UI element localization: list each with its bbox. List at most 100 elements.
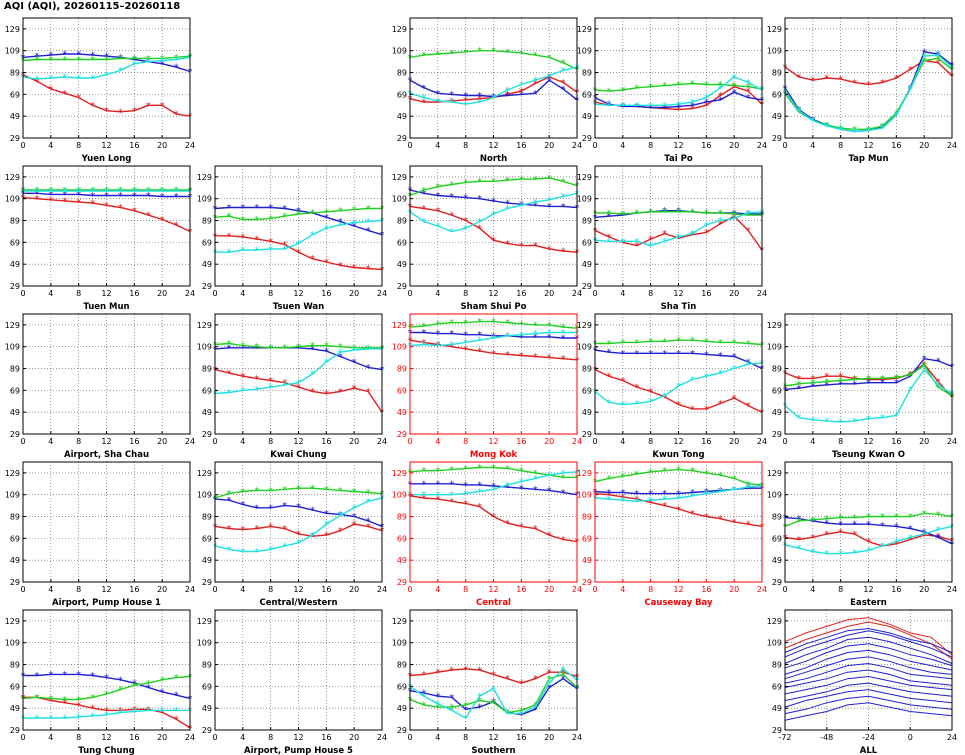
y-tick-label: 29 xyxy=(10,578,20,587)
data-point-marker: * xyxy=(936,51,941,62)
x-tick-label: 8 xyxy=(463,289,468,298)
data-point-marker: * xyxy=(324,509,329,520)
data-point-marker: * xyxy=(824,380,829,391)
x-tick-label: 4 xyxy=(240,585,245,594)
y-tick-label: 129 xyxy=(767,469,782,478)
x-tick-label: 8 xyxy=(463,437,468,446)
data-point-marker: * xyxy=(449,342,454,353)
y-tick-label: 69 xyxy=(397,238,407,247)
y-tick-label: 89 xyxy=(202,217,212,226)
x-tick-label: 4 xyxy=(435,585,440,594)
y-tick-label: 49 xyxy=(10,260,20,269)
data-point-marker: * xyxy=(132,55,137,66)
data-point-marker: * xyxy=(894,512,899,523)
x-tick-label: 0 xyxy=(20,585,25,594)
x-tick-label: 0 xyxy=(407,585,412,594)
x-tick-label: 8 xyxy=(648,585,653,594)
y-tick-label: 89 xyxy=(10,661,20,670)
data-point-marker: * xyxy=(48,696,53,707)
series-line-blue xyxy=(784,675,953,695)
data-point-marker: * xyxy=(310,370,315,381)
data-point-marker: * xyxy=(634,399,639,410)
y-tick-label: 89 xyxy=(582,69,592,78)
series-line-green xyxy=(409,673,578,714)
data-point-marker: * xyxy=(463,100,468,111)
data-point-marker: * xyxy=(547,471,552,482)
data-point-marker: * xyxy=(62,72,67,83)
y-tick-label: 49 xyxy=(772,408,782,417)
data-point-marker: * xyxy=(104,690,109,701)
y-tick-label: 49 xyxy=(397,112,407,121)
data-point-marker: * xyxy=(718,351,723,362)
data-point-marker: * xyxy=(104,70,109,81)
series-line-green xyxy=(784,364,953,397)
data-point-marker: * xyxy=(547,76,552,87)
y-tick-label: 109 xyxy=(197,195,212,204)
data-point-marker: * xyxy=(505,199,510,210)
data-point-marker: * xyxy=(732,518,737,529)
data-point-marker: * xyxy=(463,95,468,106)
data-point-marker: * xyxy=(174,192,179,203)
x-tick-label: 24 xyxy=(377,733,387,742)
data-point-marker: * xyxy=(894,411,899,422)
y-tick-label: 109 xyxy=(197,343,212,352)
data-point-marker: * xyxy=(90,187,95,198)
data-point-marker: * xyxy=(463,330,468,341)
data-point-marker: * xyxy=(435,329,440,340)
x-tick-label: 0 xyxy=(592,289,597,298)
data-point-marker: * xyxy=(160,187,165,198)
data-point-marker: * xyxy=(62,190,67,201)
chart-title-southern: Southern xyxy=(471,746,515,755)
data-point-marker: * xyxy=(908,385,913,396)
x-tick-label: 0 xyxy=(212,733,217,742)
data-point-marker: * xyxy=(662,103,667,114)
data-point-marker: * xyxy=(174,63,179,74)
data-point-marker: * xyxy=(48,195,53,206)
series-line-cyan xyxy=(784,54,953,133)
data-point-marker: * xyxy=(796,374,801,385)
data-point-marker: * xyxy=(648,467,653,478)
data-point-marker: * xyxy=(491,334,496,345)
x-tick-label: 24 xyxy=(377,289,387,298)
y-tick-label: 129 xyxy=(767,617,782,626)
data-point-marker: * xyxy=(324,531,329,542)
series-line-cyan xyxy=(409,66,578,105)
data-point-marker: * xyxy=(160,708,165,719)
data-point-marker: * xyxy=(352,520,357,531)
x-tick-label: 0 xyxy=(20,733,25,742)
data-point-marker: * xyxy=(746,479,751,490)
data-point-marker: * xyxy=(491,93,496,104)
data-point-marker: * xyxy=(90,671,95,682)
data-point-marker: * xyxy=(746,93,751,104)
x-tick-label: 4 xyxy=(435,141,440,150)
y-tick-label: 69 xyxy=(397,386,407,395)
data-point-marker: * xyxy=(533,241,538,252)
data-point-marker: * xyxy=(620,400,625,411)
y-tick-label: 29 xyxy=(10,726,20,735)
data-point-marker: * xyxy=(118,54,123,65)
data-point-marker: * xyxy=(606,232,611,243)
data-point-marker: * xyxy=(62,89,67,100)
data-point-marker: * xyxy=(922,531,927,542)
series-line-red xyxy=(784,531,953,547)
data-point-marker: * xyxy=(732,394,737,405)
series-line-blue xyxy=(784,357,953,390)
data-point-marker: * xyxy=(547,679,552,690)
data-point-marker: * xyxy=(491,684,496,695)
data-point-marker: * xyxy=(908,372,913,383)
data-point-marker: * xyxy=(547,683,552,694)
x-tick-label: 24 xyxy=(572,141,582,150)
x-tick-label: 24 xyxy=(572,585,582,594)
data-point-marker: * xyxy=(146,679,151,690)
data-point-marker: * xyxy=(505,176,510,187)
data-point-marker: * xyxy=(838,418,843,429)
data-point-marker: * xyxy=(491,93,496,104)
data-point-marker: * xyxy=(132,679,137,690)
data-point-marker: * xyxy=(519,706,524,717)
data-point-marker: * xyxy=(146,191,151,202)
x-tick-label: 4 xyxy=(810,141,815,150)
y-tick-label: 29 xyxy=(582,430,592,439)
data-point-marker: * xyxy=(824,519,829,530)
data-point-marker: * xyxy=(491,463,496,474)
